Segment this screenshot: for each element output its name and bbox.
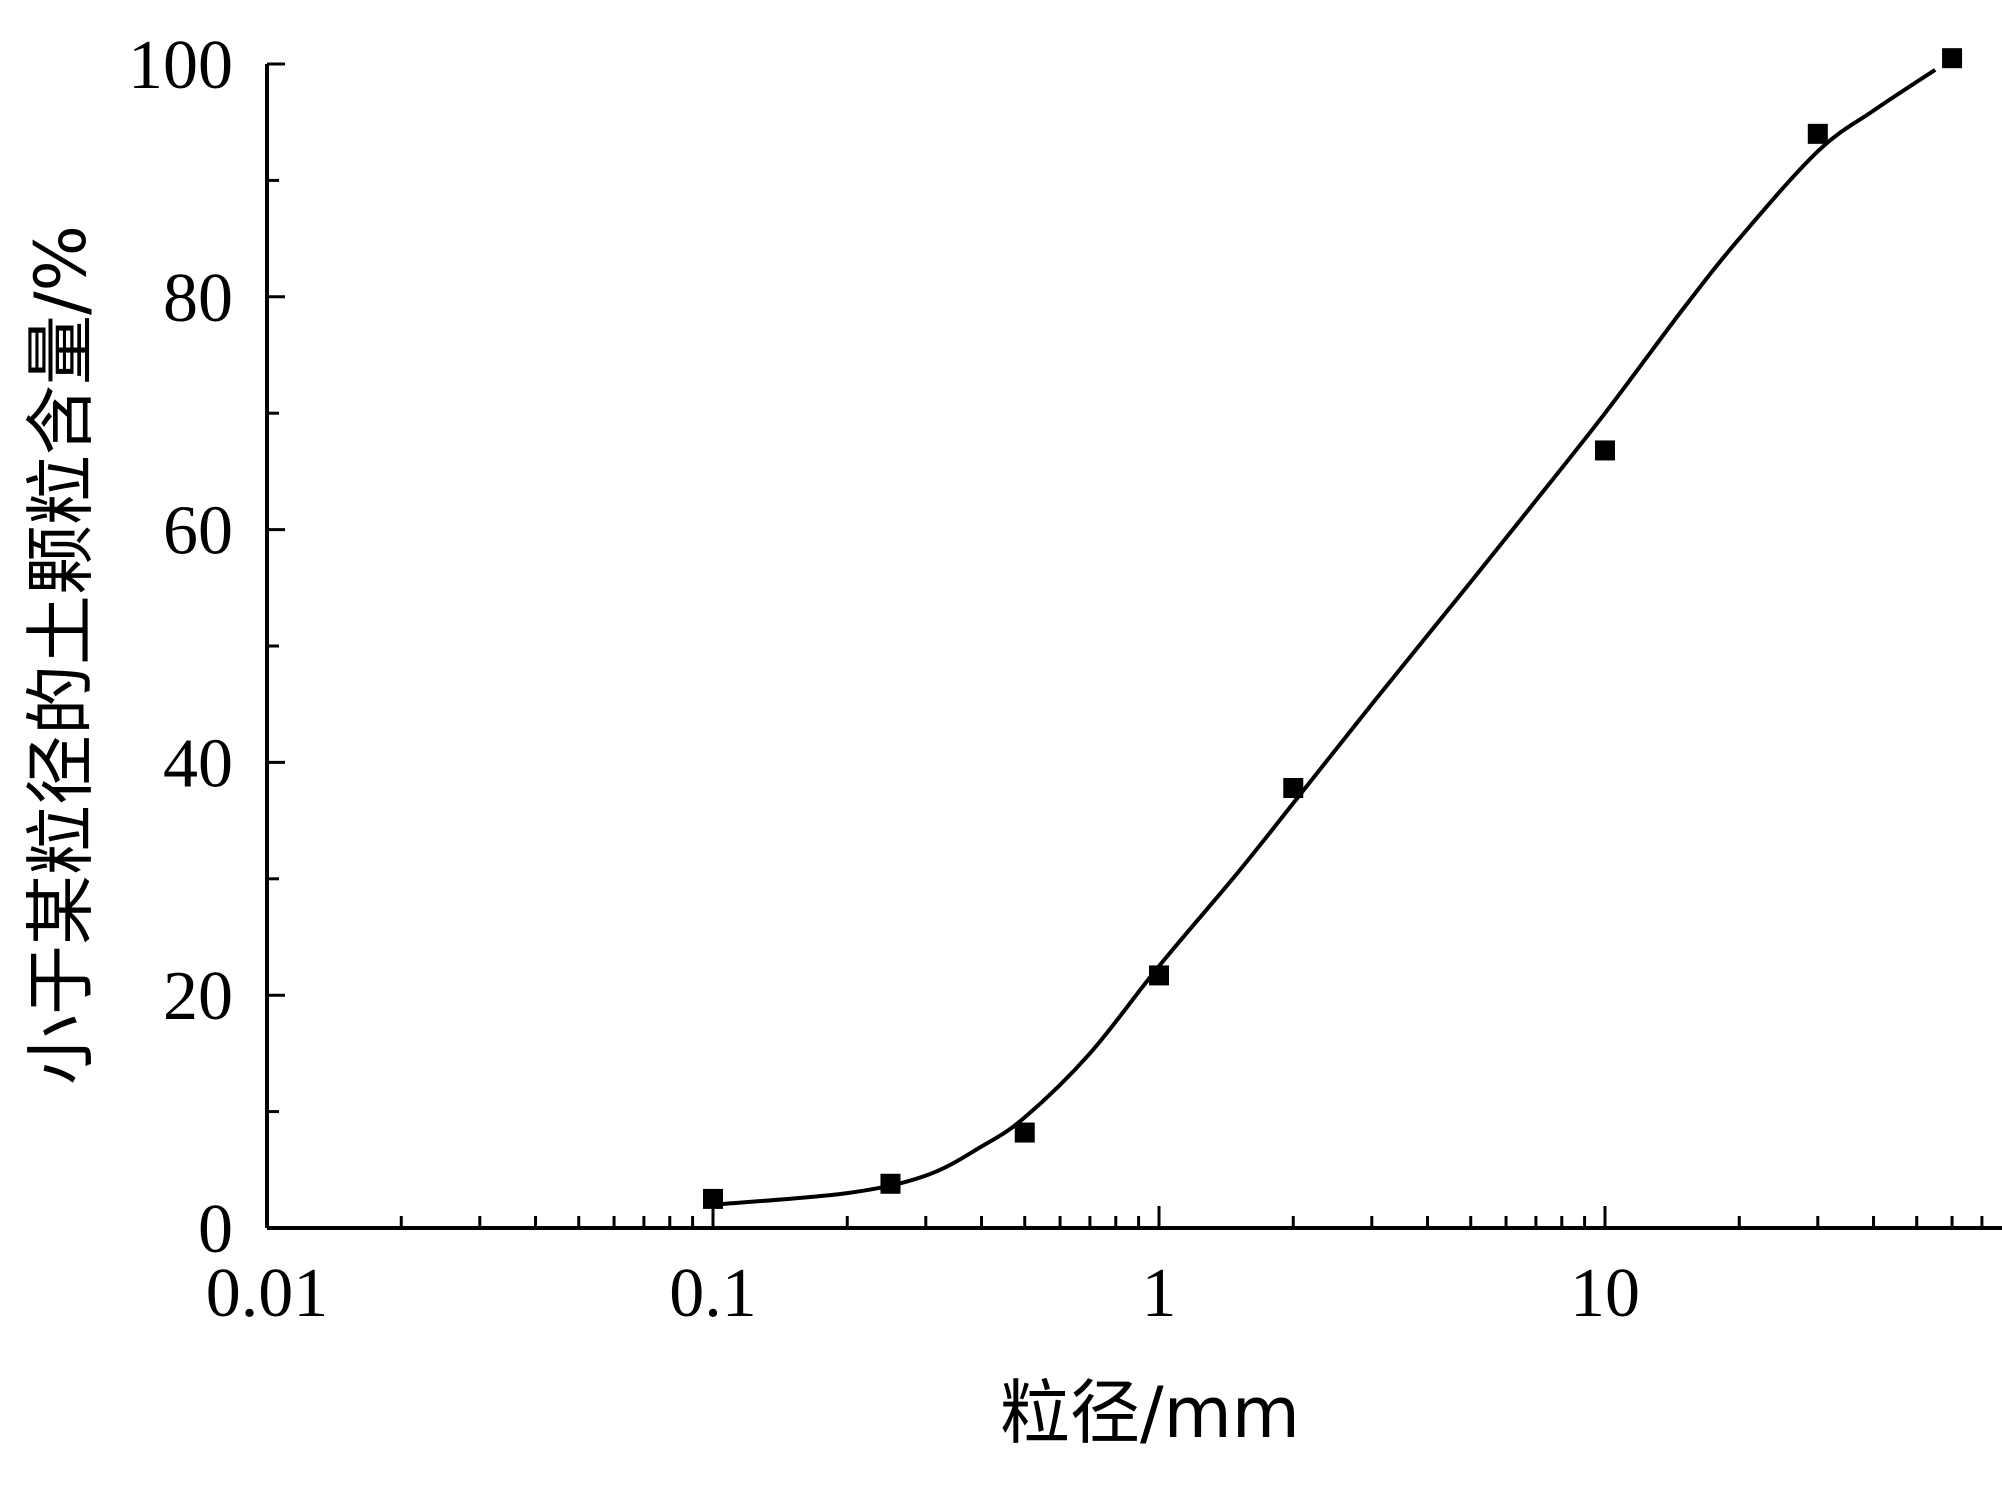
x-tick-label: 0.1 bbox=[669, 1255, 757, 1332]
x-axis-title: 粒径/mm bbox=[1000, 1372, 1300, 1454]
tick-labels: 0 20 40 60 80 100 0.01 0.1 1 10 bbox=[128, 27, 1640, 1332]
y-tick-label: 80 bbox=[163, 260, 233, 337]
y-tick-label: 60 bbox=[163, 493, 233, 570]
y-axis-title: 小于某粒径的土颗粒含量/% bbox=[20, 225, 102, 1085]
data-point bbox=[1942, 48, 1963, 69]
data-point bbox=[1283, 778, 1304, 799]
fit-curve bbox=[712, 68, 1937, 1207]
x-tick-label: 1 bbox=[1142, 1255, 1177, 1332]
ticks bbox=[265, 62, 1984, 1230]
data-point bbox=[1595, 440, 1615, 461]
data-point bbox=[1149, 965, 1169, 986]
data-point bbox=[880, 1173, 901, 1194]
data-markers bbox=[703, 48, 1963, 1209]
y-tick-label: 100 bbox=[128, 27, 233, 104]
y-tick-label: 40 bbox=[163, 725, 233, 802]
y-tick-label: 0 bbox=[198, 1191, 233, 1268]
x-tick-label: 10 bbox=[1570, 1255, 1640, 1332]
data-point bbox=[1807, 123, 1828, 144]
y-tick-label: 20 bbox=[163, 958, 233, 1035]
data-point bbox=[1014, 1122, 1035, 1143]
x-tick-label: 0.01 bbox=[206, 1255, 329, 1332]
data-point bbox=[703, 1188, 723, 1209]
